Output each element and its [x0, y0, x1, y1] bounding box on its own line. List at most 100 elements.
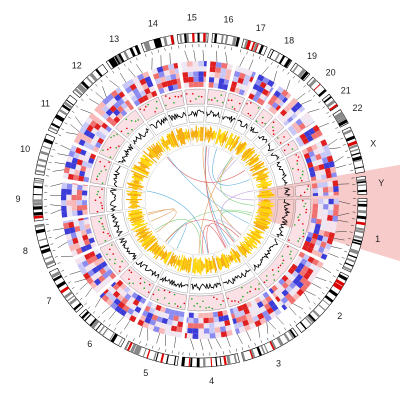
band — [356, 215, 367, 220]
heat-cell — [310, 176, 317, 181]
tick — [308, 89, 311, 93]
hist-bar — [202, 127, 204, 141]
band — [143, 41, 150, 52]
heat-cell — [313, 265, 321, 274]
hist-bar — [197, 131, 199, 137]
dot — [290, 250, 292, 253]
dot — [216, 100, 219, 102]
heat-cell — [277, 292, 285, 301]
tick — [123, 63, 126, 67]
tick — [48, 237, 52, 239]
hist-bar — [128, 184, 143, 189]
hist-bar — [125, 198, 143, 201]
tick — [241, 347, 244, 351]
heat-cell — [71, 200, 77, 206]
heat-cell — [297, 130, 302, 134]
dot — [306, 188, 309, 190]
band — [39, 150, 50, 156]
heat-cell — [126, 78, 135, 87]
heat-cell — [97, 282, 105, 290]
hist-bar — [256, 182, 273, 188]
band — [345, 135, 356, 142]
heat-cell — [78, 240, 86, 248]
chromosome-18: 18 — [223, 36, 294, 155]
heat-cell — [301, 265, 310, 273]
heat-cell — [94, 105, 102, 114]
heat-cell — [321, 157, 329, 164]
hist-bar — [186, 259, 190, 271]
hist-bar — [261, 206, 271, 209]
hist-bar — [239, 241, 252, 255]
dot — [191, 298, 193, 300]
connector — [291, 302, 304, 310]
heat-cell — [84, 264, 92, 273]
dot — [281, 262, 284, 265]
chromosome-label: 16 — [224, 15, 234, 25]
band — [297, 68, 306, 78]
dot — [305, 208, 308, 211]
hist-bar — [205, 258, 209, 273]
chromosome-19: 19 — [231, 51, 317, 159]
hist-bar — [259, 182, 269, 186]
connector — [50, 208, 63, 215]
heat-cell — [156, 316, 164, 323]
heat-cell — [102, 97, 110, 106]
band — [357, 184, 367, 187]
hist-bar — [130, 196, 138, 199]
hist-bar — [166, 135, 173, 147]
heat-cell — [163, 86, 170, 93]
dot — [297, 168, 300, 171]
heat-cell — [198, 71, 204, 77]
chromosome-label: 15 — [187, 13, 197, 23]
heat-cell — [175, 331, 182, 338]
tick — [349, 231, 353, 233]
connector — [304, 289, 316, 296]
heat-cell — [304, 142, 310, 146]
hist-bar — [183, 258, 188, 270]
hist-bar — [185, 128, 189, 142]
hist-bar — [140, 159, 151, 167]
dot — [304, 202, 307, 205]
chromosome-label: 3 — [276, 359, 281, 369]
hist-bar — [143, 236, 151, 243]
connector — [75, 116, 84, 128]
heat-cell — [79, 224, 86, 231]
heat-cell — [124, 99, 132, 107]
line — [250, 126, 259, 134]
heat-cell — [193, 312, 199, 319]
heat-cell — [317, 192, 324, 196]
heat-cell — [271, 304, 279, 312]
heat-cell — [98, 109, 106, 117]
hist-bar — [148, 151, 156, 158]
chromosome-7: 7 — [46, 223, 160, 313]
hist-bar — [246, 233, 262, 244]
band — [233, 354, 238, 364]
hist-bar — [261, 200, 271, 202]
chromosome-13: 13 — [105, 34, 180, 155]
hist-bar — [253, 221, 269, 229]
hist-bar — [247, 236, 258, 244]
hist-bar — [218, 132, 223, 142]
heat-cell — [72, 218, 79, 222]
heat-cell — [274, 296, 281, 303]
heat-cell — [78, 138, 86, 147]
heat-cell — [188, 312, 194, 319]
connector — [216, 50, 218, 64]
heat-cell — [233, 70, 241, 78]
hist-bar — [220, 257, 225, 267]
hist-bar — [127, 213, 145, 220]
hist-bar — [258, 184, 272, 189]
dot — [101, 204, 103, 207]
dot — [199, 305, 201, 308]
heat-cell — [301, 127, 307, 131]
heat-cell — [176, 78, 181, 84]
heat-cell — [274, 281, 282, 289]
heat-cell — [328, 160, 335, 168]
hist-bar — [258, 172, 264, 176]
heat-cell — [259, 317, 267, 325]
dot — [300, 194, 302, 197]
heat-cell — [209, 327, 216, 334]
band — [108, 59, 115, 69]
heat-cell — [243, 308, 251, 315]
band — [249, 349, 254, 359]
